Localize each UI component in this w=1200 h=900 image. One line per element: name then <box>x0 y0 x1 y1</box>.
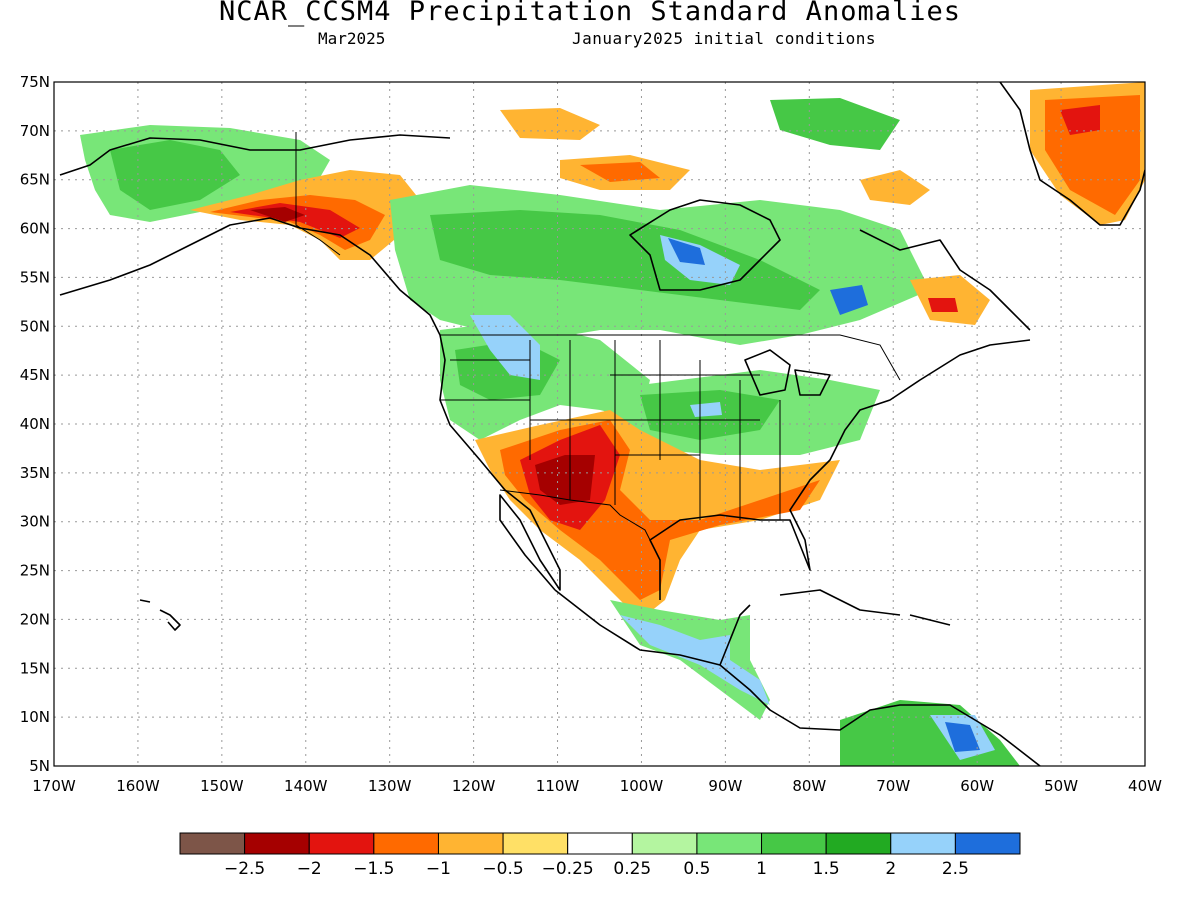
legend-tick-label: 0.5 <box>683 859 710 879</box>
lat-tick-label: 65N <box>20 171 50 189</box>
legend-tick-label: 2 <box>885 859 896 879</box>
anomaly-baffin-dry <box>860 170 930 205</box>
legend-tick-label: −2.5 <box>224 859 265 879</box>
lat-tick-label: 35N <box>20 464 50 482</box>
lat-tick-label: 20N <box>20 610 50 628</box>
legend-color-box <box>179 832 246 855</box>
anomaly-alaska-wet-core <box>110 140 240 210</box>
coast-hudson-bay <box>629 199 781 291</box>
anomaly-south-america-wet <box>840 700 1020 766</box>
latitude-axis: 75N 70N 65N 60N 55N 50N 45N 40N 35N 30N 25N 20N 15N 1… <box>20 73 50 775</box>
border-us-states <box>440 340 781 520</box>
legend-tick-label: −0.5 <box>482 859 523 879</box>
lat-tick-label: 50N <box>20 317 50 335</box>
political-borders <box>295 132 901 561</box>
lon-tick-label: 140W <box>284 777 328 795</box>
lat-tick-label: 60N <box>20 220 50 238</box>
border-us-canada <box>440 334 901 381</box>
anomaly-greenland-dry-max <box>1060 105 1100 135</box>
legend-color-box <box>373 832 439 855</box>
legend-color-box <box>631 832 698 855</box>
legend-tick-label: 1.5 <box>813 859 840 879</box>
initial-conditions-label: January2025 initial conditions <box>572 29 876 48</box>
anomaly-labrador-dry-core <box>928 298 958 312</box>
forecast-month: Mar2025 <box>318 29 386 48</box>
lon-tick-label: 130W <box>368 777 412 795</box>
border-us-mexico <box>499 489 661 561</box>
map-frame <box>53 81 1146 767</box>
anomaly-southwest-dry-peak <box>535 455 595 505</box>
coast-yucatan <box>719 604 751 666</box>
legend-color-box <box>696 832 763 855</box>
lon-tick-label: 170W <box>32 777 76 795</box>
anomaly-gulf-alaska-dry-peak <box>250 207 305 222</box>
lat-tick-label: 5N <box>29 757 50 775</box>
coast-gulf <box>649 339 1031 600</box>
coast-cuba <box>779 589 901 616</box>
coast-alaska-north <box>59 134 451 176</box>
lat-tick-label: 70N <box>20 122 50 140</box>
legend-tick-label: −1 <box>426 859 451 879</box>
anomaly-field-layer <box>80 82 1145 766</box>
lat-tick-label: 45N <box>20 366 50 384</box>
gridlines <box>54 82 1145 766</box>
lon-tick-label: 80W <box>792 777 826 795</box>
anomaly-midwest-wet-blue <box>690 402 722 417</box>
anomaly-hudson-wet-max <box>668 238 705 265</box>
legend-color-box <box>437 832 504 855</box>
lon-tick-label: 110W <box>536 777 580 795</box>
lat-tick-label: 25N <box>20 562 50 580</box>
coast-hawaii <box>139 599 181 631</box>
anomaly-idaho-wet <box>470 315 540 380</box>
legend-tick-label: −2 <box>297 859 322 879</box>
legend-tick-label: 1 <box>756 859 767 879</box>
lon-tick-label: 150W <box>200 777 244 795</box>
coast-labrador <box>859 229 1031 331</box>
longitude-axis: 170W 160W 150W 140W 130W 120W 110W 100W 90W 80W 70… <box>32 777 1162 795</box>
precipitation-anomaly-map: 75N 70N 65N 60N 55N 50N 45N 40N 35N 30N 25N 20N 15N 1… <box>20 73 1162 795</box>
legend-color-box <box>502 832 569 855</box>
lat-tick-label: 40N <box>20 415 50 433</box>
anomaly-arctic-dry-3 <box>580 162 660 182</box>
lon-tick-label: 120W <box>452 777 496 795</box>
legend-color-box <box>244 832 310 855</box>
legend-color-box <box>308 832 375 855</box>
lon-tick-label: 60W <box>960 777 994 795</box>
legend-color-box <box>954 832 1021 855</box>
lat-tick-label: 55N <box>20 268 50 286</box>
anomaly-arctic-dry-1 <box>500 108 600 140</box>
coast-great-lakes <box>744 349 831 396</box>
legend-color-box <box>890 832 956 855</box>
lat-tick-label: 75N <box>20 73 50 91</box>
lon-tick-label: 50W <box>1044 777 1078 795</box>
lat-tick-label: 30N <box>20 513 50 531</box>
lon-tick-label: 90W <box>708 777 742 795</box>
anomaly-arctic-wet <box>770 98 900 150</box>
legend-tick-label: −1.5 <box>353 859 394 879</box>
lat-tick-label: 15N <box>20 659 50 677</box>
anomaly-central-america-wet-core <box>620 615 770 705</box>
map-title: NCAR_CCSM4 Precipitation Standard Anomal… <box>219 0 961 27</box>
legend-color-box <box>567 832 633 855</box>
coast-greenland <box>999 82 1145 226</box>
coast-hispaniola <box>909 614 951 626</box>
lat-tick-label: 10N <box>20 708 50 726</box>
coast-mexico <box>554 589 1041 766</box>
legend-tick-label: −0.25 <box>542 859 594 879</box>
legend-tick-label: 0.25 <box>613 859 651 879</box>
lon-tick-label: 100W <box>620 777 664 795</box>
legend-color-box <box>761 832 827 855</box>
legend-color-box <box>825 832 892 855</box>
legend-tick-label: 2.5 <box>942 859 969 879</box>
lon-tick-label: 70W <box>876 777 910 795</box>
lon-tick-label: 40W <box>1128 777 1162 795</box>
border-alaska-canada <box>295 132 341 256</box>
anomaly-south-america-wet-max <box>945 722 980 752</box>
lon-tick-label: 160W <box>116 777 160 795</box>
anomaly-quebec-wet-max <box>830 285 868 315</box>
